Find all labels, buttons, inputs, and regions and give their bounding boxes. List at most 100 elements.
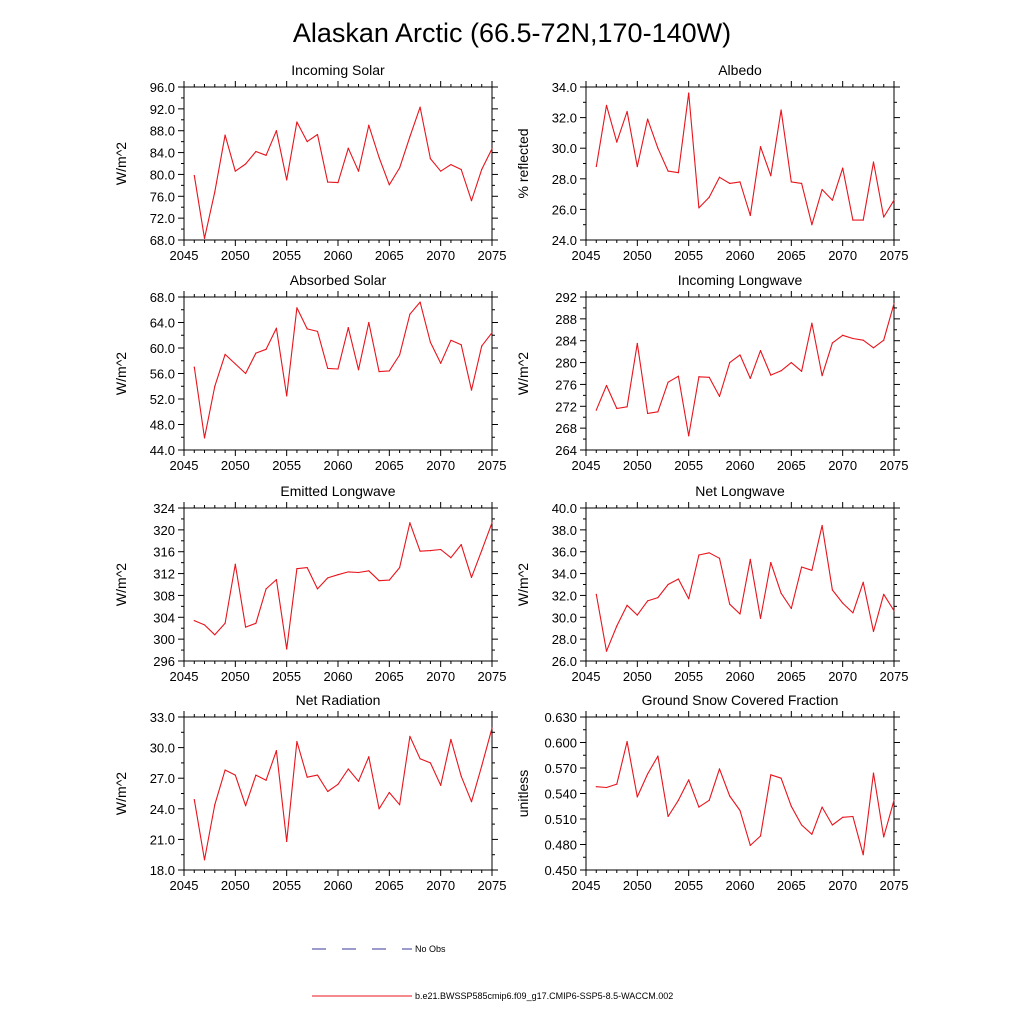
data-point: [616, 625, 618, 627]
data-point: [275, 578, 277, 581]
data-point: [429, 157, 431, 160]
y-tick-label: 84.0: [150, 146, 175, 161]
data-point: [347, 147, 349, 149]
data-point: [605, 384, 608, 387]
data-point: [440, 362, 442, 364]
data-point: [450, 557, 452, 559]
y-tick-label: 0.540: [544, 787, 577, 802]
y-tick-label: 284: [555, 334, 577, 349]
data-point: [245, 626, 247, 628]
data-point: [708, 196, 710, 198]
data-point: [759, 349, 762, 352]
data-point: [306, 328, 308, 330]
data-point: [842, 167, 844, 169]
data-point: [595, 409, 597, 411]
x-tick-label: 2055: [272, 878, 301, 893]
data-point: [595, 165, 597, 168]
data-point: [450, 163, 452, 166]
x-tick-label: 2060: [324, 248, 353, 263]
data-point: [460, 544, 462, 546]
y-tick-label: 80.0: [150, 167, 175, 182]
data-point: [286, 840, 288, 843]
data-point: [368, 756, 370, 758]
data-point: [234, 170, 236, 172]
data-point: [688, 779, 690, 781]
y-axis-label: unitless: [515, 770, 531, 817]
data-point: [265, 348, 267, 350]
data-point: [378, 580, 380, 582]
data-point: [234, 774, 236, 776]
data-point: [862, 581, 864, 583]
y-tick-label: 0.600: [544, 736, 577, 751]
data-point: [337, 182, 339, 184]
data-point: [440, 784, 442, 786]
y-tick-label: 308: [153, 588, 175, 603]
data-point: [770, 562, 772, 564]
data-point: [780, 370, 782, 372]
y-tick-label: 26.0: [552, 654, 577, 669]
data-point: [491, 727, 493, 729]
data-point: [255, 150, 257, 153]
x-tick-label: 2045: [170, 878, 199, 893]
data-point: [388, 184, 390, 186]
data-point: [357, 170, 360, 172]
data-point: [296, 307, 298, 309]
y-tick-label: 34.0: [552, 567, 577, 582]
y-tick-label: 280: [555, 356, 577, 371]
y-tick-label: 32.0: [552, 588, 577, 603]
data-point: [357, 571, 360, 574]
data-point: [193, 174, 195, 177]
x-tick-label: 2065: [777, 248, 806, 263]
y-tick-label: 72.0: [150, 211, 175, 226]
data-point: [214, 804, 216, 806]
data-point: [831, 824, 834, 826]
data-point: [780, 109, 782, 111]
panel-incoming-longwave: 2045 2050 2055 2060 2065 2070 2075 264 268 272 276…: [515, 272, 908, 473]
data-point: [327, 577, 329, 579]
data-point: [378, 370, 380, 373]
data-point: [255, 774, 257, 776]
x-tick-label: 2065: [777, 458, 806, 473]
series-line: [596, 741, 895, 856]
data-point: [677, 799, 680, 801]
y-tick-label: 296: [153, 654, 175, 669]
x-tick-label: 2050: [623, 878, 652, 893]
x-tick-label: 2050: [221, 878, 250, 893]
y-tick-label: 30.0: [552, 141, 577, 156]
x-tick-label: 2065: [375, 669, 404, 684]
data-point: [698, 207, 700, 209]
data-point: [224, 134, 226, 136]
x-tick-label: 2065: [777, 878, 806, 893]
y-axis-label: % reflected: [515, 128, 531, 198]
panel-incoming-solar: 2045 2050 2055 2060 2065 2070 2075 68.0 72.0 76.0…: [113, 62, 506, 263]
y-tick-label: 33.0: [150, 710, 175, 725]
y-axis-label: W/m^2: [515, 563, 531, 606]
data-point: [245, 372, 247, 375]
x-tick-label: 2050: [623, 669, 652, 684]
data-point: [749, 214, 751, 217]
data-point: [224, 353, 226, 355]
panel-net-radiation: 2045 2050 2055 2060 2065 2070 2075 18.0 21.0 24.0…: [113, 692, 506, 893]
x-tick-label: 2045: [170, 458, 199, 473]
data-point: [595, 593, 597, 595]
data-point: [883, 593, 885, 595]
y-tick-label: 30.0: [150, 741, 175, 756]
data-point: [470, 200, 473, 202]
x-tick-label: 2055: [272, 248, 301, 263]
series-line: [595, 92, 895, 226]
data-point: [193, 619, 195, 622]
data-point: [842, 816, 844, 818]
data-point: [749, 844, 751, 846]
data-point: [821, 375, 823, 377]
data-point: [842, 334, 844, 336]
data-point: [636, 342, 638, 345]
data-point: [801, 182, 803, 184]
data-point: [698, 554, 700, 556]
data-point: [811, 224, 813, 226]
y-tick-label: 76.0: [150, 189, 175, 204]
data-point: [203, 437, 206, 439]
y-tick-label: 92.0: [150, 102, 175, 117]
data-point: [214, 191, 216, 193]
data-point: [286, 179, 288, 181]
